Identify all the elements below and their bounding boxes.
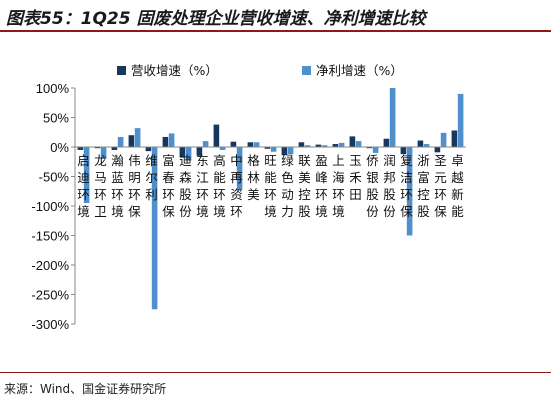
revenue-growth-bar — [349, 136, 356, 147]
category-label: 联美控股 — [298, 153, 311, 219]
revenue-growth-bar — [145, 147, 152, 152]
category-label: 伟明环保 — [128, 153, 141, 219]
category-label: 迪森股份 — [179, 153, 192, 219]
profit-growth-bar — [355, 141, 362, 147]
y-axis: 100% 50% 0% -50% -100% -150% -200% -250% -300% — [31, 81, 76, 332]
y-tick-label: 100% — [36, 81, 70, 96]
profit-growth-bar — [287, 147, 294, 155]
category-label: 启迪环境 — [77, 153, 90, 219]
profit-growth-bar — [372, 147, 379, 153]
revenue-growth-bar — [400, 147, 407, 155]
profit-growth-bar — [406, 147, 413, 236]
category-label: 圣元环保 — [434, 153, 447, 219]
category-label: 瀚蓝环境 — [111, 153, 124, 219]
profit-growth-bar — [202, 141, 209, 147]
profit-growth-bar — [253, 142, 260, 147]
source-rule — [0, 372, 551, 373]
revenue-growth-bar — [298, 142, 305, 147]
revenue-growth-bar — [332, 144, 339, 147]
category-label: 中再资环 — [230, 153, 243, 219]
revenue-growth-bar — [247, 142, 254, 147]
profit-growth-bar — [236, 147, 243, 190]
profit-growth-bar — [338, 142, 345, 147]
profit-growth-bar — [168, 133, 175, 147]
y-tick-label: 0% — [50, 140, 69, 155]
profit-growth-bar — [440, 132, 447, 147]
revenue-growth-bar — [162, 136, 169, 147]
revenue-growth-bar — [434, 147, 441, 153]
revenue-growth-bar — [77, 147, 84, 150]
legend-label-revenue: 营收增速（%） — [131, 63, 218, 78]
profit-growth-bar — [270, 147, 277, 152]
revenue-growth-bar — [451, 130, 458, 147]
revenue-growth-bar — [128, 135, 135, 147]
category-label: 玉禾田 — [349, 153, 362, 202]
revenue-growth-bar — [111, 147, 118, 150]
category-label: 卓越新能 — [451, 153, 464, 219]
revenue-growth-bar — [383, 138, 390, 147]
y-tick-label: -100% — [31, 199, 69, 214]
category-label: 富春环保 — [162, 153, 175, 219]
category-label: 润邦股份 — [383, 153, 396, 219]
bars — [77, 88, 464, 310]
revenue-growth-bar — [196, 147, 203, 156]
y-tick-label: -50% — [39, 170, 70, 185]
profit-growth-bar — [100, 147, 107, 159]
category-labels: 启迪环境龙马环卫瀚蓝环境伟明环保维尔利富春环保迪森股份东江环境高能环境中再资环格… — [77, 153, 464, 219]
profit-growth-bar — [457, 93, 464, 147]
y-tick-label: -300% — [31, 317, 69, 332]
legend: 营收增速（%） 净利增速（%） — [117, 63, 403, 78]
category-label: 维尔利 — [145, 153, 158, 202]
category-label: 东江环境 — [196, 153, 209, 219]
category-label: 龙马环卫 — [94, 153, 107, 219]
profit-growth-bar — [151, 147, 158, 310]
page-title: 图表55：1Q25 固废处理企业营收增速、净利增速比较 — [6, 9, 426, 29]
profit-growth-bar — [134, 128, 141, 147]
category-label: 高能环境 — [213, 153, 226, 219]
category-label: 格林美 — [247, 153, 260, 202]
revenue-growth-bar — [417, 140, 424, 147]
category-label: 盈峰环境 — [315, 153, 328, 219]
bar-chart: 营收增速（%） 净利增速（%） 100% 50% 0% -50% -100% -150% -2… — [31, 63, 466, 332]
revenue-growth-bar — [315, 144, 322, 147]
y-tick-label: -200% — [31, 258, 69, 273]
category-label: 上海环境 — [332, 153, 345, 219]
profit-growth-bar — [389, 88, 396, 147]
revenue-growth-bar — [264, 147, 271, 149]
profit-growth-bar — [185, 147, 192, 161]
profit-growth-bar — [219, 147, 226, 150]
category-label: 复洁环保 — [400, 153, 413, 219]
revenue-growth-bar — [230, 141, 237, 147]
y-tick-label: 50% — [43, 111, 69, 126]
category-label: 浙富控股 — [417, 153, 430, 219]
title-rule — [0, 30, 551, 32]
revenue-growth-bar — [213, 124, 220, 147]
revenue-growth-bar — [366, 147, 373, 149]
y-tick-label: -150% — [31, 229, 69, 244]
legend-label-profit: 净利增速（%） — [316, 63, 403, 78]
revenue-growth-bar — [179, 147, 186, 158]
profit-growth-bar — [321, 145, 328, 147]
source-note: 来源：Wind、国金证券研究所 — [4, 382, 167, 396]
category-label: 侨银股份 — [366, 153, 379, 219]
profit-growth-bar — [117, 136, 124, 147]
profit-growth-bar — [423, 144, 430, 147]
revenue-growth-bar — [281, 147, 288, 156]
legend-swatch-profit — [302, 66, 311, 75]
profit-growth-bar — [83, 147, 90, 204]
y-tick-label: -250% — [31, 288, 69, 303]
category-label: 旺能环境 — [264, 153, 277, 219]
category-label: 绿色动力 — [281, 153, 294, 219]
legend-swatch-revenue — [117, 66, 126, 75]
profit-growth-bar — [304, 145, 311, 147]
revenue-growth-bar — [94, 147, 101, 149]
